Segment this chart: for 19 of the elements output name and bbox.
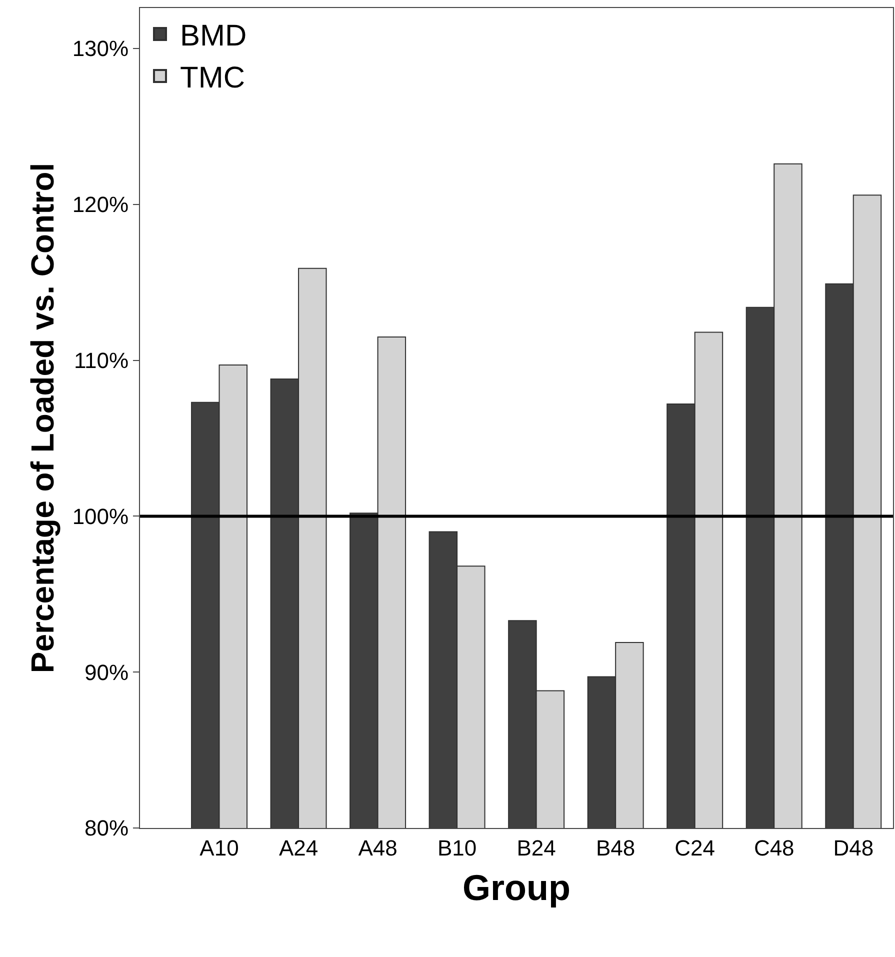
x-tick-label: A48 [358,835,398,860]
x-tick-label: B48 [596,835,636,860]
y-tick-label: 90% [84,660,129,685]
legend-label: BMD [180,20,247,53]
y-tick-label: 110% [74,348,129,374]
y-axis-title: Percentage of Loaded vs. Control [24,162,61,674]
legend-label: TMC [180,62,245,95]
x-tick-label: C24 [674,835,716,860]
x-tick-label: C48 [754,835,794,860]
y-tick-label: 80% [84,816,129,841]
y-tick-label: 100% [72,504,129,529]
x-tick-label: B10 [437,835,477,860]
x-tick-label: A24 [278,835,318,860]
x-tick-label: B24 [516,835,556,860]
x-tick-label: D48 [833,835,874,860]
x-axis-title: Group [462,867,570,908]
x-tick-label: A10 [200,835,239,860]
y-tick-label: 120% [72,192,129,218]
y-tick-label: 130% [72,36,129,62]
